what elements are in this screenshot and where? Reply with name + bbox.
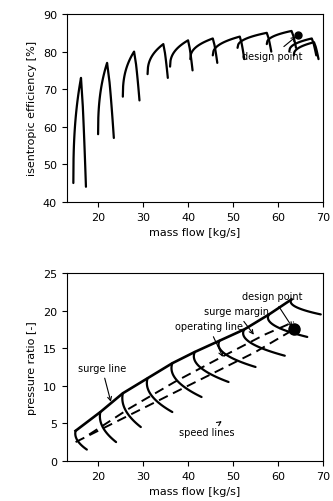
Text: surge margin: surge margin bbox=[204, 307, 269, 334]
X-axis label: mass flow [kg/s]: mass flow [kg/s] bbox=[149, 486, 240, 496]
Y-axis label: pressure ratio [-]: pressure ratio [-] bbox=[27, 321, 37, 414]
Text: operating line: operating line bbox=[174, 322, 242, 356]
Text: speed lines: speed lines bbox=[179, 422, 234, 437]
Text: design point: design point bbox=[242, 38, 303, 62]
Text: design point: design point bbox=[242, 292, 303, 327]
X-axis label: mass flow [kg/s]: mass flow [kg/s] bbox=[149, 227, 240, 237]
Text: surge line: surge line bbox=[78, 363, 126, 401]
Y-axis label: isentropic efficiency [%]: isentropic efficiency [%] bbox=[27, 41, 37, 176]
